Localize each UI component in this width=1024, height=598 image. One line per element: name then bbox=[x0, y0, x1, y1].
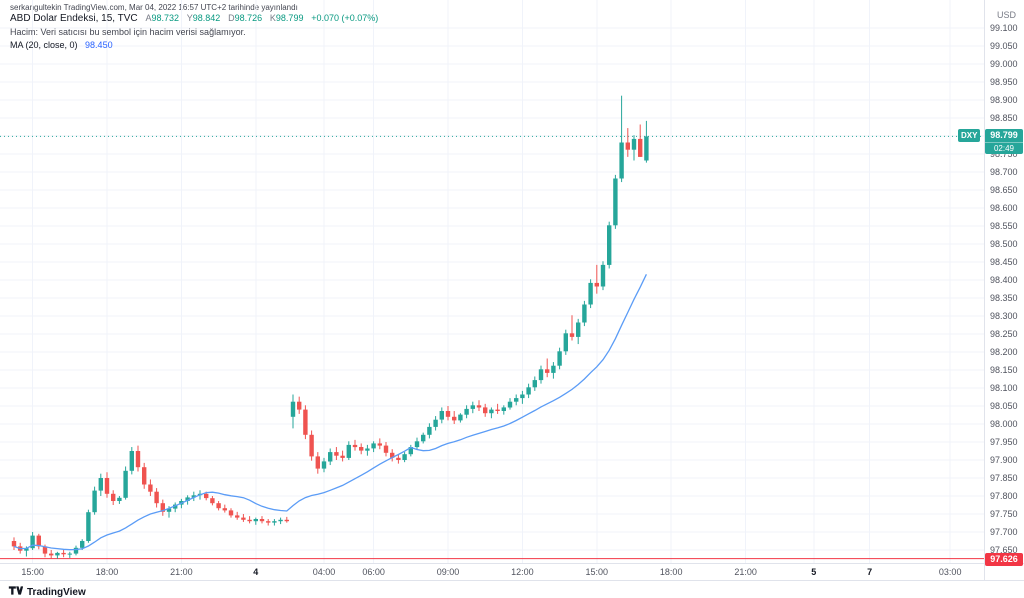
price-axis-label: 97.650 bbox=[990, 544, 1018, 555]
price-axis-label: 98.050 bbox=[990, 400, 1018, 411]
price-axis-label: 98.600 bbox=[990, 202, 1018, 213]
time-axis-label: 04:00 bbox=[312, 567, 336, 577]
axis-horizontal-separator bbox=[0, 563, 1024, 564]
time-axis-label: 06:00 bbox=[362, 567, 385, 577]
price-axis[interactable]: 99.10099.05099.00098.95098.90098.85098.8… bbox=[985, 0, 1024, 563]
price-axis-label: 98.700 bbox=[990, 166, 1018, 177]
time-axis-label: 18:00 bbox=[659, 567, 683, 577]
time-axis-label: 21:00 bbox=[170, 567, 193, 577]
last-price-badge: 98.799 02:49 bbox=[985, 129, 1023, 155]
price-axis-label: 97.950 bbox=[990, 436, 1018, 447]
symbol-price-tag: DXY bbox=[958, 129, 981, 143]
price-axis-label: 98.450 bbox=[990, 256, 1018, 267]
time-axis-label: 21:00 bbox=[734, 567, 757, 577]
price-axis-label: 98.150 bbox=[990, 364, 1018, 375]
candles-layer bbox=[11, 95, 649, 559]
price-axis-label: 98.350 bbox=[990, 292, 1018, 303]
price-axis-label: 99.050 bbox=[990, 40, 1018, 51]
price-axis-label: 98.550 bbox=[990, 220, 1018, 231]
time-axis-label: 7 bbox=[867, 567, 873, 577]
price-axis-label: 97.700 bbox=[990, 526, 1018, 537]
time-axis-label: 03:00 bbox=[938, 567, 962, 577]
currency-label[interactable]: USD bbox=[997, 10, 1017, 20]
time-axis[interactable]: 15:00 18:00 21:00 4 04:00 06:00 09:00 12:00 15:0… bbox=[0, 564, 1024, 580]
time-axis-label: 4 bbox=[253, 567, 259, 577]
price-axis-label: 99.100 bbox=[990, 22, 1018, 33]
price-axis-label: 98.850 bbox=[990, 112, 1018, 123]
ma-line bbox=[13, 274, 647, 551]
chart-legend: ABD Dolar Endeksi, 15, TVC A98.732 Y98.8… bbox=[10, 13, 378, 50]
open-value: 98.732 bbox=[151, 13, 179, 23]
tradingview-logo-icon[interactable] bbox=[8, 583, 24, 598]
price-axis-label: 98.500 bbox=[990, 238, 1018, 249]
low-value: 98.726 bbox=[234, 13, 263, 23]
price-axis-label: 97.800 bbox=[990, 490, 1018, 501]
legend-ma-row: MA (20, close, 0) 98.450 bbox=[10, 40, 378, 50]
tradingview-brand-text[interactable]: TradingView bbox=[27, 586, 86, 598]
price-axis-label: 97.900 bbox=[990, 454, 1018, 465]
legend-symbol-row: ABD Dolar Endeksi, 15, TVC A98.732 Y98.8… bbox=[10, 13, 378, 24]
time-axis-label: 09:00 bbox=[436, 567, 460, 577]
low-line-badge: 97.626 bbox=[985, 552, 1023, 566]
price-axis-label: 97.850 bbox=[990, 472, 1018, 483]
open-label: A bbox=[145, 13, 152, 23]
ma-indicator-label[interactable]: MA (20, close, 0) bbox=[10, 40, 78, 50]
price-axis-label: 98.300 bbox=[990, 310, 1018, 321]
price-change: +0.070 (+0.07%) bbox=[311, 13, 379, 23]
price-axis-label: 98.950 bbox=[990, 76, 1018, 87]
publish-info: serkangultekin TradingView.com, Mar 04, … bbox=[10, 3, 298, 12]
time-axis-label: 15:00 bbox=[21, 567, 44, 577]
close-value: 98.799 bbox=[275, 13, 304, 23]
volume-note: Hacim: Veri satıcısı bu sembol için haci… bbox=[10, 27, 246, 37]
price-axis-label: 98.100 bbox=[990, 382, 1018, 393]
ma-value: 98.450 bbox=[85, 40, 113, 50]
price-axis-label: 98.200 bbox=[990, 346, 1018, 357]
last-price-value: 98.799 bbox=[990, 130, 1018, 141]
symbol-title[interactable]: ABD Dolar Endeksi, 15, TVC bbox=[10, 13, 138, 24]
footer-separator bbox=[0, 580, 1024, 581]
close-label: K bbox=[269, 13, 276, 23]
footer-bar: TradingView bbox=[8, 583, 86, 598]
high-value: 98.842 bbox=[192, 13, 221, 23]
high-label: Y bbox=[186, 13, 193, 23]
price-axis-label: 98.650 bbox=[990, 184, 1018, 195]
time-axis-label: 15:00 bbox=[585, 567, 609, 577]
axis-vertical-separator bbox=[984, 0, 985, 580]
low-label: D bbox=[228, 13, 235, 23]
time-axis-label: 18:00 bbox=[95, 567, 119, 577]
price-axis-label: 97.750 bbox=[990, 508, 1018, 519]
price-axis-label: 98.000 bbox=[990, 418, 1018, 429]
time-axis-label: 5 bbox=[811, 567, 817, 577]
price-axis-label: 98.250 bbox=[990, 328, 1018, 339]
grid-lines bbox=[0, 0, 984, 563]
price-axis-label: 98.900 bbox=[990, 94, 1018, 105]
time-axis-label: 12:00 bbox=[511, 567, 534, 577]
bar-countdown: 02:49 bbox=[985, 142, 1023, 154]
price-axis-label: 99.000 bbox=[990, 58, 1018, 69]
price-axis-label: 98.400 bbox=[990, 274, 1018, 285]
price-chart[interactable] bbox=[0, 0, 984, 563]
